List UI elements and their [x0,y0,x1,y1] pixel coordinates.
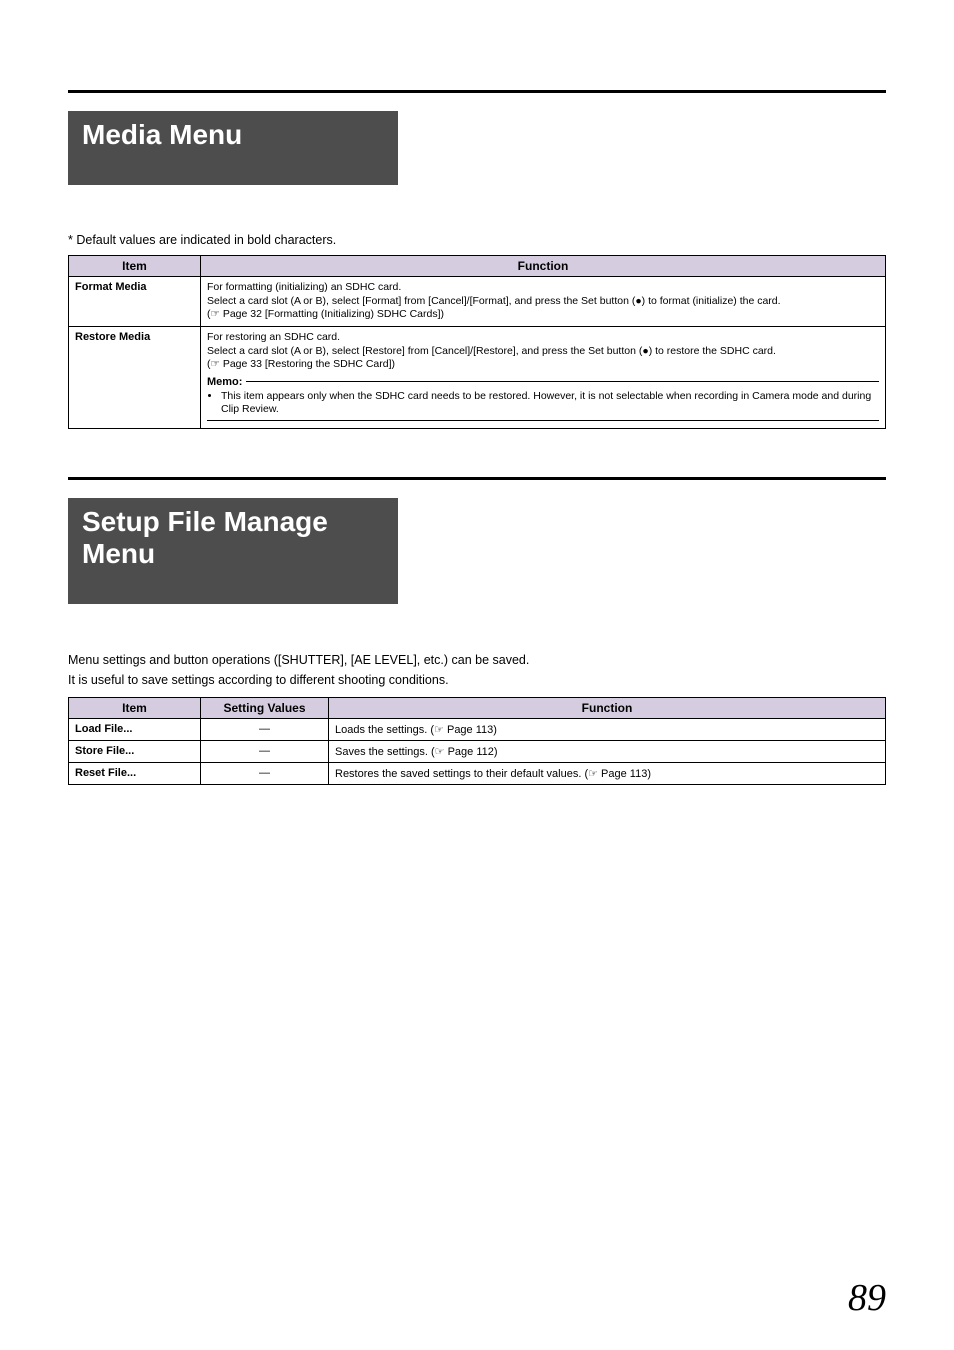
format-media-line3: (☞ Page 32 [Formatting (Initializing) SD… [207,308,879,322]
section-rule [68,90,886,93]
restore-media-line3: (☞ Page 33 [Restoring the SDHC Card]) [207,358,879,372]
memo-item: This item appears only when the SDHC car… [221,390,879,417]
memo-block: Memo: This item appears only when the SD… [207,376,879,421]
memo-rule-top [246,381,879,382]
media-menu-title-bar: Media Menu [68,111,886,185]
table-row: Format Media For formatting (initializin… [69,277,886,327]
function-cell-store: Saves the settings. (☞ Page 112) [329,741,886,763]
item-cell-store: Store File... [69,741,201,763]
format-media-line2: Select a card slot (A or B), select [For… [207,295,879,309]
col-header-setting: Setting Values [201,698,329,719]
page-number: 89 [848,1276,886,1320]
function-cell-restore-media: For restoring an SDHC card. Select a car… [201,326,886,428]
section-rule [68,477,886,480]
memo-list: This item appears only when the SDHC car… [207,390,879,417]
function-cell-reset: Restores the saved settings to their def… [329,763,886,785]
format-media-line1: For formatting (initializing) an SDHC ca… [207,281,879,295]
item-cell-load: Load File... [69,719,201,741]
media-menu-title: Media Menu [68,111,398,185]
table-row: Store File... — Saves the settings. (☞ P… [69,741,886,763]
setting-cell-store: — [201,741,329,763]
memo-label: Memo: [207,376,242,388]
col-header-function: Function [329,698,886,719]
table-row: Load File... — Loads the settings. (☞ Pa… [69,719,886,741]
setup-intro-2: It is useful to save settings according … [68,672,886,690]
item-cell-reset: Reset File... [69,763,201,785]
setting-cell-reset: — [201,763,329,785]
col-header-item: Item [69,698,201,719]
setup-file-title: Setup File Manage Menu [68,498,398,604]
table-header-row: Item Setting Values Function [69,698,886,719]
table-header-row: Item Function [69,256,886,277]
restore-media-line2: Select a card slot (A or B), select [Res… [207,345,879,359]
setup-intro-1: Menu settings and button operations ([SH… [68,652,886,670]
item-cell-format-media: Format Media [69,277,201,327]
media-menu-table: Item Function Format Media For formattin… [68,255,886,429]
item-cell-restore-media: Restore Media [69,326,201,428]
setup-file-table: Item Setting Values Function Load File..… [68,697,886,785]
memo-rule-bottom [207,420,879,421]
function-cell-load: Loads the settings. (☞ Page 113) [329,719,886,741]
function-cell-format-media: For formatting (initializing) an SDHC ca… [201,277,886,327]
setting-cell-load: — [201,719,329,741]
setup-file-title-bar: Setup File Manage Menu [68,498,886,604]
default-values-note: * Default values are indicated in bold c… [68,233,886,247]
col-header-item: Item [69,256,201,277]
col-header-function: Function [201,256,886,277]
restore-media-line1: For restoring an SDHC card. [207,331,879,345]
table-row: Restore Media For restoring an SDHC card… [69,326,886,428]
table-row: Reset File... — Restores the saved setti… [69,763,886,785]
